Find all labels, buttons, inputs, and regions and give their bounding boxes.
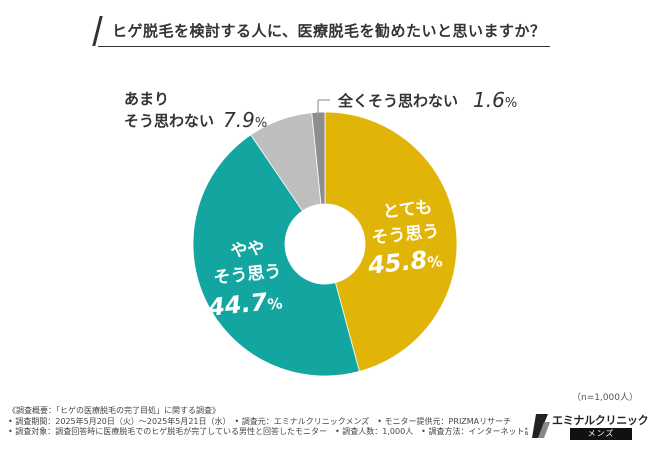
label-notatall-unit: % xyxy=(505,96,517,111)
slice-very xyxy=(324,111,458,372)
label-notatall-line1: 全くそう思わない xyxy=(337,92,458,110)
footer-line2: • 調査期間：2025年5月20日（火）～2025年5月21日（水） • 調査元… xyxy=(8,416,512,426)
label-somewhat-line1: やや xyxy=(230,238,266,261)
svg-text:45.8%: 45.8% xyxy=(366,244,444,280)
logo-brand: エミナルクリニック xyxy=(552,414,649,427)
footer-line1: 《調査概要：「ヒゲの医療脱毛の完了目処」に関する調査》 xyxy=(8,406,220,415)
svg-text:7.9%: 7.9% xyxy=(223,108,267,132)
sample-size: （n=1,000人） xyxy=(571,393,638,403)
logo-sub: メンズ xyxy=(570,428,632,440)
chart-title: ヒゲ脱毛を検討する人に、医療脱毛を勧めたいと思いますか？ xyxy=(112,22,546,40)
footer-line3: • 調査対象：調査回答時に医療脱毛でのヒゲ脱毛が完了している男性と回答したモニタ… xyxy=(8,427,528,436)
svg-text:1.6%: 1.6% xyxy=(473,88,517,112)
label-notmuch-value: 7.9 xyxy=(223,108,255,132)
survey-footer: 《調査概要：「ヒゲの医療脱毛の完了目処」に関する調査》 • 調査期間：2025年… xyxy=(8,406,528,438)
label-notmuch-line2: そう思わない xyxy=(124,112,214,130)
label-notmuch-unit: % xyxy=(255,116,267,131)
label-very-unit: % xyxy=(427,252,444,271)
label-notatall-value: 1.6 xyxy=(473,88,505,112)
label-notmuch-line1: あまり xyxy=(124,90,169,108)
slice-notatall xyxy=(311,111,326,205)
svg-text:44.7%: 44.7% xyxy=(206,286,284,322)
brand-logo: エミナルクリニック メンズ xyxy=(532,410,649,444)
title-box: ヒゲ脱毛を検討する人に、医療脱毛を勧めたいと思いますか？ xyxy=(92,14,550,47)
logo-mark-icon xyxy=(532,414,550,438)
label-somewhat-unit: % xyxy=(267,294,284,313)
label-somewhat-value: 44.7 xyxy=(206,288,269,322)
slice-somewhat xyxy=(192,134,360,377)
label-very-value: 45.8 xyxy=(366,246,429,280)
slices-group xyxy=(192,111,458,377)
